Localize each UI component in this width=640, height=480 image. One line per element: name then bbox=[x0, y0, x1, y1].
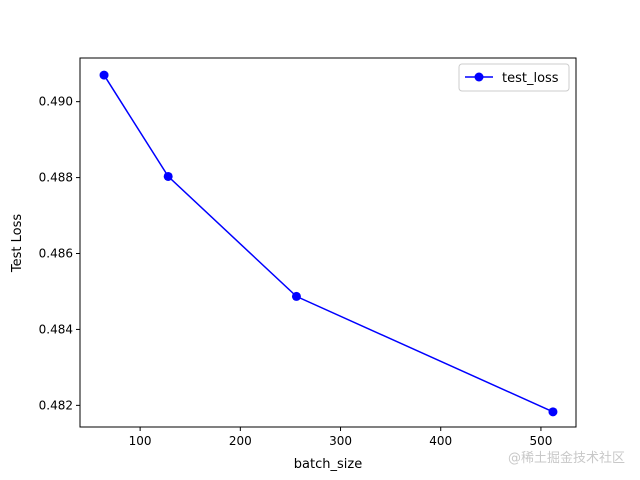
y-axis: 0.482 0.484 0.486 0.488 0.490 bbox=[39, 95, 80, 412]
x-tick-label: 300 bbox=[329, 434, 352, 448]
data-point bbox=[99, 70, 109, 80]
y-tick-label: 0.490 bbox=[39, 95, 73, 109]
y-tick-label: 0.482 bbox=[39, 398, 73, 412]
data-point bbox=[291, 291, 301, 301]
y-axis-label: Test Loss bbox=[10, 214, 25, 273]
data-point bbox=[548, 407, 558, 417]
watermark: @稀土掘金技术社区 bbox=[508, 450, 625, 466]
x-axis: 100 200 300 400 500 bbox=[129, 427, 552, 448]
x-axis-label: batch_size bbox=[294, 457, 362, 472]
data-point bbox=[163, 171, 173, 181]
legend-label: test_loss bbox=[502, 71, 559, 86]
plot-area bbox=[80, 58, 576, 427]
y-tick-label: 0.486 bbox=[39, 247, 73, 261]
data-layer bbox=[99, 70, 558, 417]
x-tick-label: 100 bbox=[129, 434, 152, 448]
x-tick-label: 200 bbox=[229, 434, 252, 448]
legend-marker-swatch bbox=[474, 72, 484, 82]
plot-frame bbox=[79, 57, 577, 428]
x-tick-label: 400 bbox=[429, 434, 452, 448]
y-tick-label: 0.484 bbox=[39, 322, 73, 336]
x-tick-label: 500 bbox=[529, 434, 552, 448]
series-line bbox=[103, 74, 554, 413]
legend-box bbox=[458, 63, 570, 92]
y-tick-label: 0.488 bbox=[39, 171, 73, 185]
legend: test_loss bbox=[458, 63, 570, 92]
